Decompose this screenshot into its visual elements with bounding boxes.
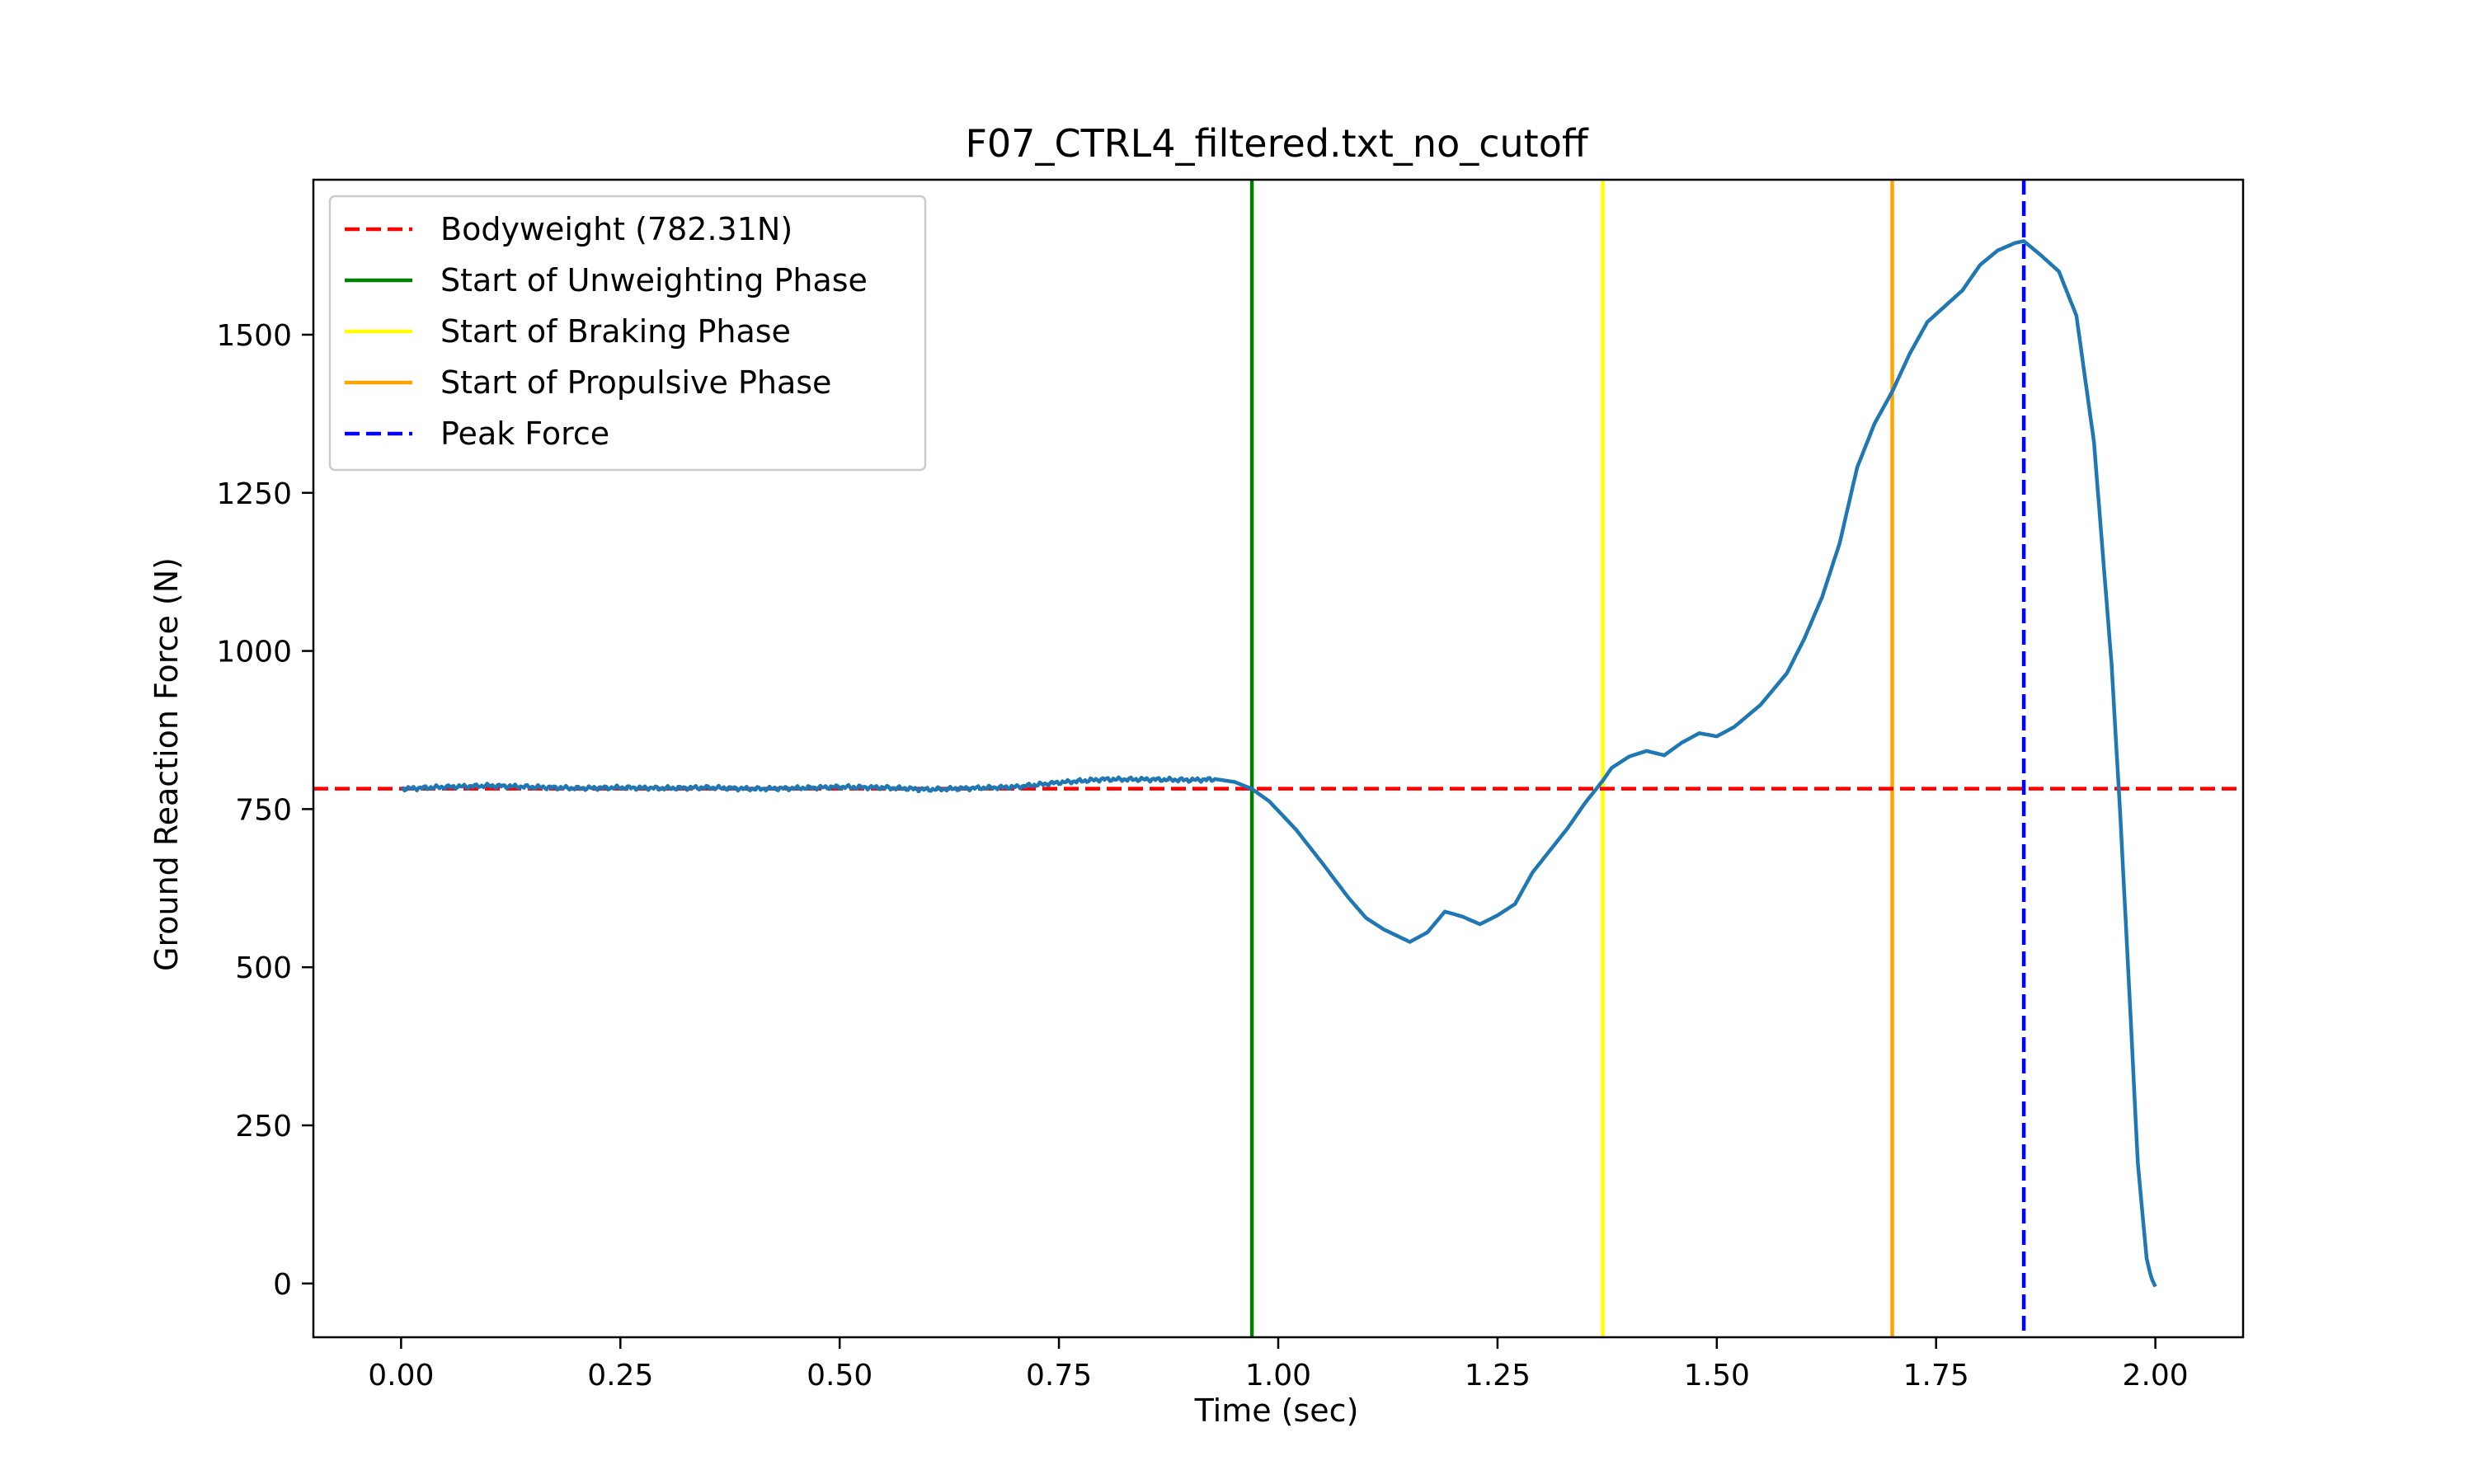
- y-tick-label: 750: [235, 793, 292, 827]
- legend-label-start-of-unweighting-phase: Start of Unweighting Phase: [440, 262, 868, 298]
- legend-box: [328, 195, 927, 472]
- y-axis-label: Ground Reaction Force (N): [148, 557, 185, 971]
- x-tick-label: 0.00: [368, 1359, 434, 1392]
- y-axis: 0 250 500 750 1000 1250 1500: [216, 319, 313, 1302]
- legend-label-start-of-propulsive-phase: Start of Propulsive Phase: [440, 364, 831, 401]
- legend-label-peak-force: Peak Force: [440, 416, 609, 452]
- y-tick-label: 1250: [216, 477, 292, 511]
- chart-title: F07_CTRL4_filtered.txt_no_cutoff: [965, 121, 1588, 166]
- x-axis: 0.00 0.25 0.50 0.75 1.00 1.25 1.50 1.75 2.00: [368, 1337, 2189, 1392]
- x-tick-label: 2.00: [2123, 1359, 2189, 1392]
- x-tick-label: 1.25: [1465, 1359, 1531, 1392]
- x-tick-label: 0.50: [807, 1359, 872, 1392]
- y-tick-label: 250: [235, 1110, 292, 1144]
- y-tick-label: 500: [235, 951, 292, 985]
- series-group: [400, 239, 2157, 1288]
- x-axis-label: Time (sec): [1194, 1392, 1359, 1429]
- legend-entries: Bodyweight (782.31N) Start of Unweighting…: [345, 211, 868, 452]
- y-tick-label: 0: [273, 1268, 292, 1302]
- vertical-reference-lines: [1249, 180, 2026, 1337]
- legend-label-bodyweight-782-31n: Bodyweight (782.31N): [440, 211, 793, 247]
- x-tick-label: 0.75: [1026, 1359, 1092, 1392]
- series-line-ground-reaction-force: [400, 239, 2157, 1288]
- x-tick-label: 1.50: [1684, 1359, 1750, 1392]
- y-tick-label: 1500: [216, 319, 292, 353]
- x-tick-label: 1.00: [1245, 1359, 1311, 1392]
- legend-label-start-of-braking-phase: Start of Braking Phase: [440, 313, 791, 350]
- legend: Bodyweight (782.31N) Start of Unweighting…: [328, 195, 927, 472]
- x-tick-label: 0.25: [587, 1359, 653, 1392]
- x-tick-label: 1.75: [1903, 1359, 1969, 1392]
- y-tick-label: 1000: [216, 636, 292, 669]
